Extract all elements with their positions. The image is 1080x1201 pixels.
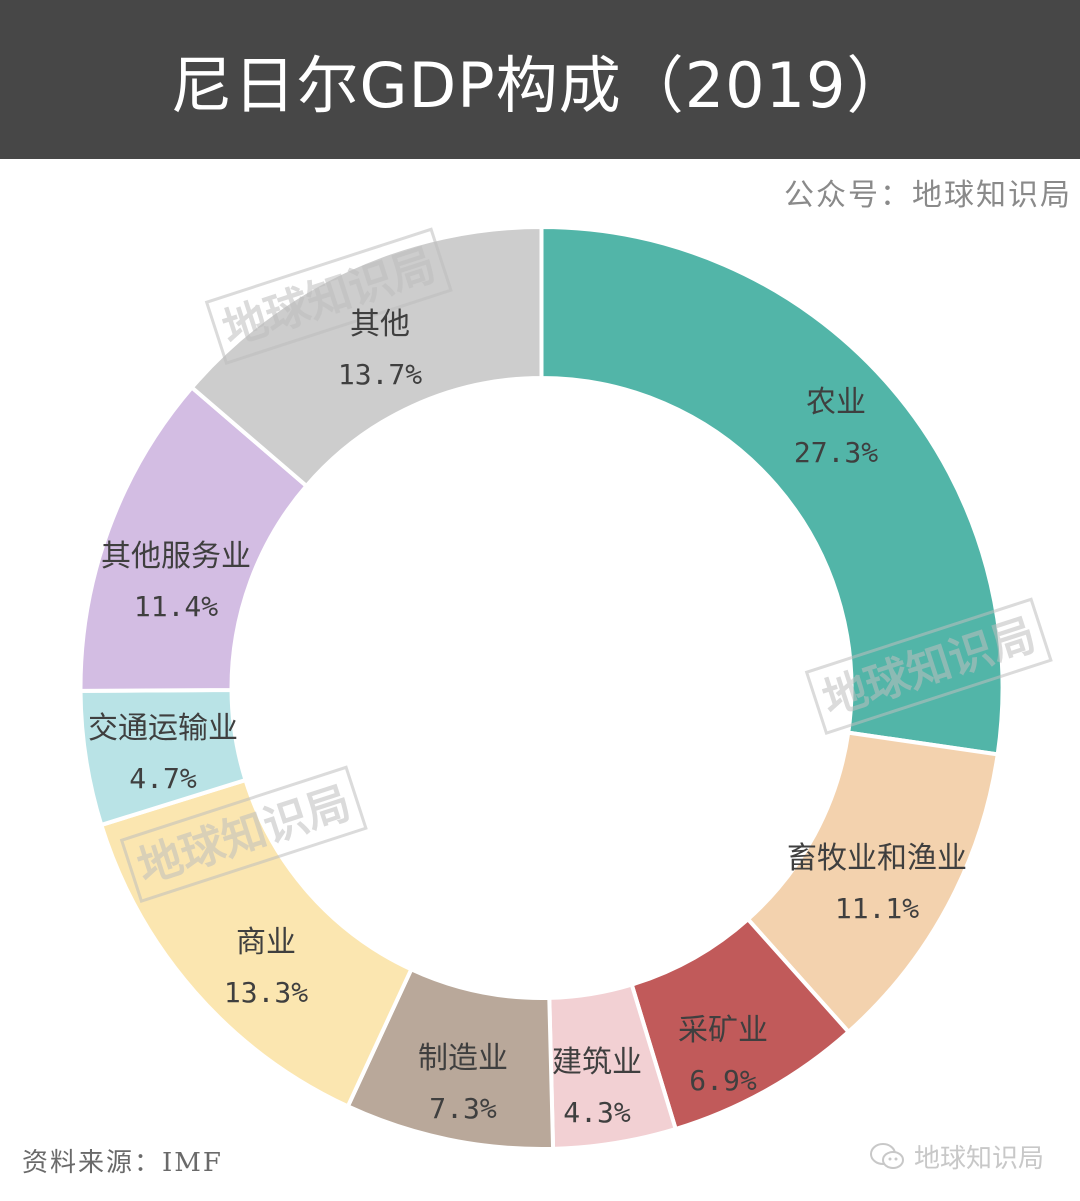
slice-label: 建筑业 [552, 1045, 642, 1080]
slice-value: 4.3% [563, 1096, 631, 1129]
slice-label: 交通运输业 [88, 711, 238, 746]
slice-label: 其他 [350, 307, 410, 342]
brand-mark: 地球知识局 [868, 1138, 1044, 1175]
chart-title: 尼日尔GDP构成（2019） [170, 48, 910, 122]
slice-value: 4.7% [129, 762, 197, 795]
slice-label: 采矿业 [678, 1013, 768, 1048]
slice-value: 7.3% [429, 1092, 497, 1125]
wechat-icon [869, 1142, 904, 1169]
brand-name: 地球知识局 [913, 1144, 1044, 1174]
slice-label: 农业 [806, 385, 866, 420]
donut-slice [189, 224, 544, 489]
slice-label: 其他服务业 [101, 539, 251, 574]
donut-slice [539, 224, 1005, 757]
title-banner: 尼日尔GDP构成（2019） [0, 0, 1080, 159]
credit-text: 公众号：地球知识局 [784, 178, 1072, 213]
slice-value: 6.9% [689, 1064, 757, 1097]
slice-value: 27.3% [794, 436, 878, 469]
slice-label: 商业 [236, 925, 296, 960]
slice-value: 11.1% [835, 892, 919, 925]
source-note: 资料来源：IMF [22, 1148, 223, 1178]
slice-label: 制造业 [418, 1041, 508, 1076]
slice-value: 13.3% [224, 976, 308, 1009]
slice-value: 13.7% [338, 358, 422, 391]
slice-value: 11.4% [134, 590, 218, 623]
slice-label: 畜牧业和渔业 [787, 841, 967, 876]
